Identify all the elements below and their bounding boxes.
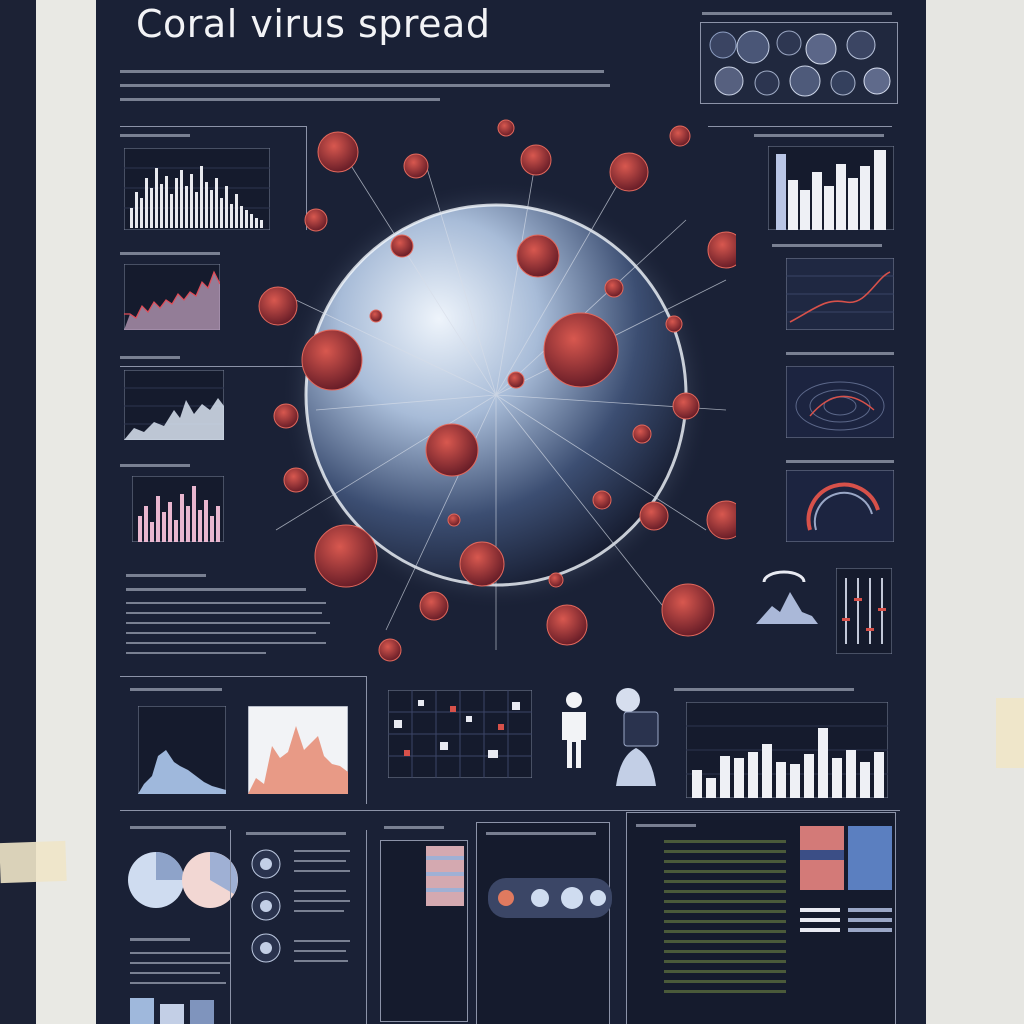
globe-illustration — [258, 119, 736, 662]
panel1-caption — [130, 826, 226, 829]
tape-left — [0, 840, 67, 884]
tape-right — [996, 698, 1024, 768]
panel5-caption — [636, 824, 696, 827]
text-block-subheading — [126, 588, 306, 591]
line-strip-chart — [836, 568, 892, 654]
area-chart-blue — [138, 706, 226, 794]
bar-chart-bottom — [686, 702, 888, 798]
cells-panel — [700, 22, 898, 104]
chart8-caption — [786, 460, 894, 463]
page-title: Coral virus spread — [136, 2, 491, 46]
chart10-caption — [674, 688, 854, 691]
cells-caption — [702, 12, 892, 15]
poster: Coral virus spread — [96, 0, 926, 1024]
chart1-caption — [120, 134, 190, 137]
heatmap-grid — [388, 690, 532, 778]
chart5-caption — [754, 134, 884, 137]
chart4-caption — [120, 464, 190, 467]
bar-chart-pink — [132, 476, 224, 542]
chart9-caption — [130, 688, 222, 691]
virus-particles — [258, 119, 736, 662]
panel2-caption — [246, 832, 346, 835]
panel5-heatmap — [800, 826, 892, 890]
wall-right — [926, 0, 1024, 1024]
lab-equipment-icon — [616, 688, 659, 786]
panel3-caption — [384, 826, 444, 829]
connector-lines — [275, 144, 727, 650]
cell-icons — [251, 849, 281, 963]
radar-chart — [786, 366, 894, 438]
chart2-caption — [120, 252, 220, 255]
area-chart-2 — [124, 370, 224, 440]
panel5-table — [664, 840, 786, 993]
text-block-heading — [126, 574, 206, 577]
mountain-chart — [756, 570, 818, 624]
gauge-chart — [786, 470, 894, 542]
panel5-bars — [800, 908, 892, 932]
area-chart-salmon — [248, 706, 348, 794]
chart7-caption — [786, 352, 894, 355]
panel4-caption — [486, 832, 596, 835]
histogram-chart — [124, 148, 270, 230]
person-icon — [562, 692, 586, 768]
pie-charts — [128, 852, 238, 908]
cells-image — [709, 30, 891, 97]
chart3-caption — [120, 356, 180, 359]
panel3-heat-strip — [426, 846, 464, 906]
chart6-caption — [772, 244, 882, 247]
panel1-subcaption — [130, 938, 190, 941]
mini-bars — [130, 998, 214, 1024]
trend-map — [786, 258, 894, 330]
bar-chart-white — [768, 146, 894, 230]
panel4 — [476, 822, 610, 1024]
splash-legend — [488, 878, 612, 918]
area-chart-1 — [124, 264, 220, 330]
